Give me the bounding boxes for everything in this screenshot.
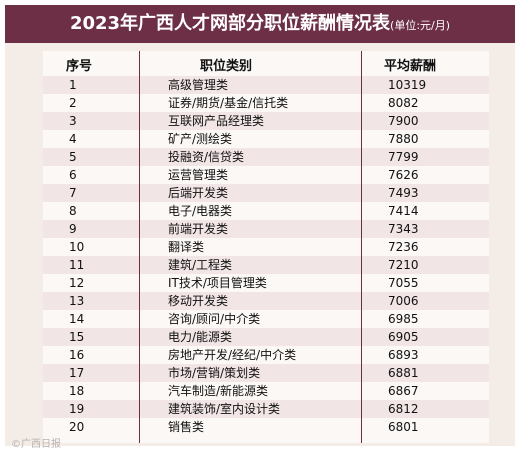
table-row: 20 销售类 6801 [43,418,489,436]
column-divider [139,51,140,443]
table-row: 11 建筑/工程类 7210 [43,256,489,274]
unit-note: (单位:元/月) [390,19,451,32]
row-salary: 10319 [388,78,427,92]
row-category: 运营管理类 [168,168,229,182]
table-row: 10 翻译类 7236 [43,238,489,256]
row-number: 8 [69,204,77,218]
row-salary: 6985 [388,312,419,326]
row-salary: 6881 [388,366,419,380]
row-number: 6 [69,168,77,182]
title-bar [5,5,515,43]
row-salary: 7006 [388,294,419,308]
row-salary: 6801 [388,420,419,434]
row-category: 投融资/信贷类 [168,150,245,164]
table-row: 17 市场/营销/策划类 6881 [43,364,489,382]
row-salary: 8082 [388,96,419,110]
table-row: 19 建筑装饰/室内设计类 6812 [43,400,489,418]
table-row: 4 矿产/测绘类 7880 [43,130,489,148]
row-salary: 7900 [388,114,419,128]
table-row: 9 前端开发类 7343 [43,220,489,238]
row-salary: 7414 [388,204,419,218]
row-salary: 7236 [388,240,419,254]
row-salary: 7799 [388,150,419,164]
table-row: 18 汽车制造/新能源类 6867 [43,382,489,400]
row-category: 房地产开发/经纪/中介类 [168,348,297,362]
row-category: 电子/电器类 [168,204,233,218]
row-salary: 6905 [388,330,419,344]
row-category: IT技术/项目管理类 [168,276,267,290]
row-number: 14 [69,312,85,326]
row-category: 证券/期货/基金/信托类 [168,96,289,110]
row-category: 电力/能源类 [168,330,233,344]
table-row: 14 咨询/顾问/中介类 6985 [43,310,489,328]
row-category: 矿产/测绘类 [168,132,233,146]
row-number: 11 [69,258,85,272]
row-number: 15 [69,330,85,344]
table-frame: 2023年广西人才网部分职位薪酬情况表(单位:元/月) 1 高级管理类 10319 2… [5,5,515,450]
row-number: 12 [69,276,85,290]
row-salary: 7210 [388,258,419,272]
table-row: 6 运营管理类 7626 [43,166,489,184]
row-category: 建筑装饰/室内设计类 [168,402,281,416]
row-category: 后端开发类 [168,186,229,200]
row-number: 2 [69,96,77,110]
row-number: 13 [69,294,85,308]
table-title: 2023年广西人才网部分职位薪酬情况表(单位:元/月) [5,5,515,43]
table-row: 2 证券/期货/基金/信托类 8082 [43,94,489,112]
row-number: 1 [69,78,77,92]
header-salary: 平均薪酬 [384,59,437,74]
row-salary: 6893 [388,348,419,362]
table-row: 8 电子/电器类 7414 [43,202,489,220]
row-number: 20 [69,420,85,434]
table-row: 7 后端开发类 7493 [43,184,489,202]
column-divider [361,51,362,443]
table-row: 15 电力/能源类 6905 [43,328,489,346]
row-number: 4 [69,132,77,146]
row-category: 互联网产品经理类 [168,114,265,128]
table-row: 16 房地产开发/经纪/中介类 6893 [43,346,489,364]
row-category: 咨询/顾问/中介类 [168,312,261,326]
row-number: 9 [69,222,77,236]
table-row: 3 互联网产品经理类 7900 [43,112,489,130]
row-number: 18 [69,384,85,398]
row-category: 销售类 [168,420,205,434]
row-salary: 7626 [388,168,419,182]
row-number: 19 [69,402,85,416]
row-number: 7 [69,186,77,200]
header-category: 职位类别 [200,59,253,74]
row-category: 建筑/工程类 [168,258,233,272]
table-row: 1 高级管理类 10319 [43,76,489,94]
row-category: 汽车制造/新能源类 [168,384,269,398]
row-category: 高级管理类 [168,78,229,92]
row-category: 市场/营销/策划类 [168,366,261,380]
table-row: 13 移动开发类 7006 [43,292,489,310]
row-salary: 7343 [388,222,419,236]
row-number: 16 [69,348,85,362]
row-category: 翻译类 [168,240,205,254]
table-body: 1 高级管理类 10319 2 证券/期货/基金/信托类 8082 3 互联网产品经理类 790… [43,51,489,443]
row-salary: 6812 [388,402,419,416]
table-row: 12 IT技术/项目管理类 7055 [43,274,489,292]
header-no: 序号 [66,59,93,74]
table-row: 5 投融资/信贷类 7799 [43,148,489,166]
row-number: 5 [69,150,77,164]
row-salary: 7493 [388,186,419,200]
row-salary: 7880 [388,132,419,146]
row-salary: 6867 [388,384,419,398]
watermark: ©广西日报 [11,439,61,450]
title-text: 2023年广西人才网部分职位薪酬情况表 [69,13,391,34]
row-salary: 7055 [388,276,419,290]
row-category: 移动开发类 [168,294,229,308]
row-number: 3 [69,114,77,128]
row-number: 17 [69,366,85,380]
row-number: 10 [69,240,85,254]
row-category: 前端开发类 [168,222,229,236]
